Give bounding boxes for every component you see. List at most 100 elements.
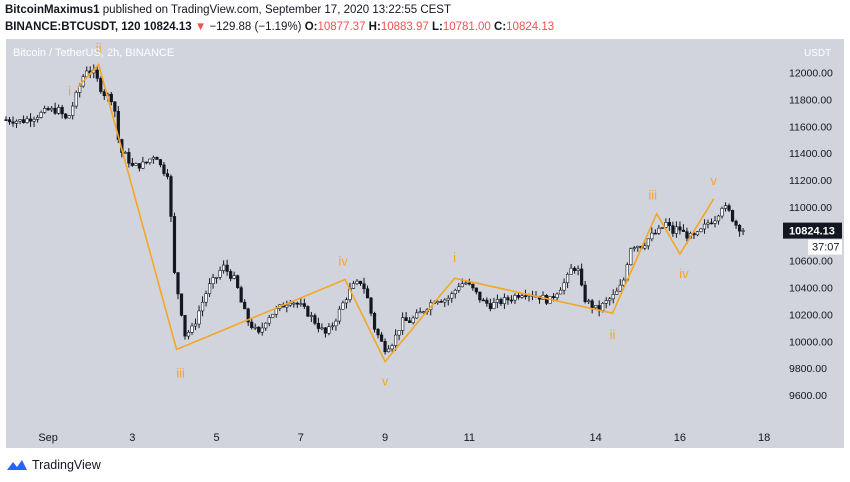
x-tick-label: 3 xyxy=(129,432,135,444)
candle-body xyxy=(183,315,187,337)
candle-body xyxy=(562,282,566,291)
candle-body xyxy=(457,286,461,291)
y-tick-label: 10200.00 xyxy=(789,309,833,321)
candle-body xyxy=(653,232,657,235)
candle-body xyxy=(358,280,363,284)
candle-body xyxy=(390,345,394,350)
candle-body xyxy=(313,315,317,324)
candle-body xyxy=(460,283,464,288)
candle-body xyxy=(260,327,264,333)
candle-body xyxy=(197,310,201,325)
candle-body xyxy=(730,209,735,222)
candle-body xyxy=(453,289,457,295)
candle-body xyxy=(520,295,524,298)
candle-body xyxy=(664,222,668,228)
last-price: 10824.13 xyxy=(143,21,192,33)
candle-body xyxy=(302,303,306,307)
candle-body xyxy=(555,293,559,298)
x-tick-label: 5 xyxy=(214,432,220,444)
candle-body xyxy=(495,299,499,303)
candle-body xyxy=(636,245,640,248)
candle-body xyxy=(232,275,236,279)
chart-pane[interactable] xyxy=(6,39,781,422)
candle-body xyxy=(151,157,156,160)
candle-body xyxy=(601,303,605,311)
elliott-wave-line xyxy=(77,62,715,363)
x-tick-label: 7 xyxy=(298,432,304,444)
candle-body xyxy=(316,323,320,329)
y-tick-label: 11400.00 xyxy=(789,148,832,160)
candle-body xyxy=(657,227,661,234)
candle-body xyxy=(130,162,134,166)
candle-body xyxy=(299,303,303,305)
candle-body xyxy=(67,115,71,119)
candle-body xyxy=(499,299,503,305)
candle-body xyxy=(590,300,594,309)
candle-body xyxy=(341,302,345,310)
candle-body xyxy=(292,302,296,305)
x-tick-label: Sep xyxy=(38,432,58,444)
wave-label: iii xyxy=(176,365,185,380)
candle-body xyxy=(660,227,664,229)
candle-body xyxy=(267,317,271,324)
candle-body xyxy=(155,157,159,160)
last-price-tag-value: 10824.13 xyxy=(789,226,835,238)
candle-body xyxy=(162,164,166,174)
candle-body xyxy=(169,176,173,217)
candle-body xyxy=(253,326,257,329)
candle-body xyxy=(667,222,671,226)
candle-body xyxy=(439,301,443,303)
candle-body xyxy=(102,91,106,97)
candle-body xyxy=(678,226,682,231)
candle-body xyxy=(443,299,447,303)
candle-body xyxy=(53,107,57,114)
time-axis[interactable] xyxy=(6,422,844,448)
candle-body xyxy=(587,300,591,303)
candle-body xyxy=(32,118,36,122)
candle-body xyxy=(741,230,745,232)
candle-body xyxy=(344,299,349,304)
candle-body xyxy=(573,267,577,271)
x-tick-label: 11 xyxy=(464,432,475,444)
candle-body xyxy=(172,216,177,273)
candle-body xyxy=(369,297,373,314)
candle-body xyxy=(116,110,120,140)
candle-body xyxy=(415,312,419,319)
candle-body xyxy=(594,305,598,309)
y-tick-label: 11800.00 xyxy=(789,94,832,106)
candle-body xyxy=(109,93,113,103)
candle-body xyxy=(239,287,243,303)
candle-body xyxy=(74,92,78,107)
wave-label: i xyxy=(68,83,71,98)
candle-body xyxy=(608,298,612,301)
candle-body xyxy=(176,272,180,295)
candle-body xyxy=(404,317,408,321)
x-tick-label: 9 xyxy=(382,432,388,444)
candle-body xyxy=(734,220,738,226)
candle-body xyxy=(351,283,356,289)
candle-body xyxy=(565,273,570,284)
candle-body xyxy=(337,308,342,322)
bar-countdown: 37:07 xyxy=(812,242,840,254)
candle-body xyxy=(243,301,247,310)
candle-body xyxy=(523,295,528,297)
candle-body xyxy=(611,294,615,300)
candle-body xyxy=(646,238,650,247)
candle-body xyxy=(134,163,138,166)
candle-body xyxy=(99,78,103,92)
candle-body xyxy=(485,299,489,304)
wave-label: v xyxy=(710,173,717,188)
candle-body xyxy=(229,271,233,279)
y-tick-label: 9800.00 xyxy=(789,363,827,375)
candle-body xyxy=(355,280,359,284)
candle-body xyxy=(285,304,289,308)
chart-title: Bitcoin / TetherUS, 2h, BINANCE xyxy=(13,47,174,59)
candle-body xyxy=(650,232,654,240)
candle-body xyxy=(558,289,563,295)
candle-body xyxy=(720,208,724,217)
candle-body xyxy=(71,105,75,116)
candle-body xyxy=(306,306,310,317)
candle-body xyxy=(127,152,131,164)
candle-body xyxy=(685,231,689,239)
